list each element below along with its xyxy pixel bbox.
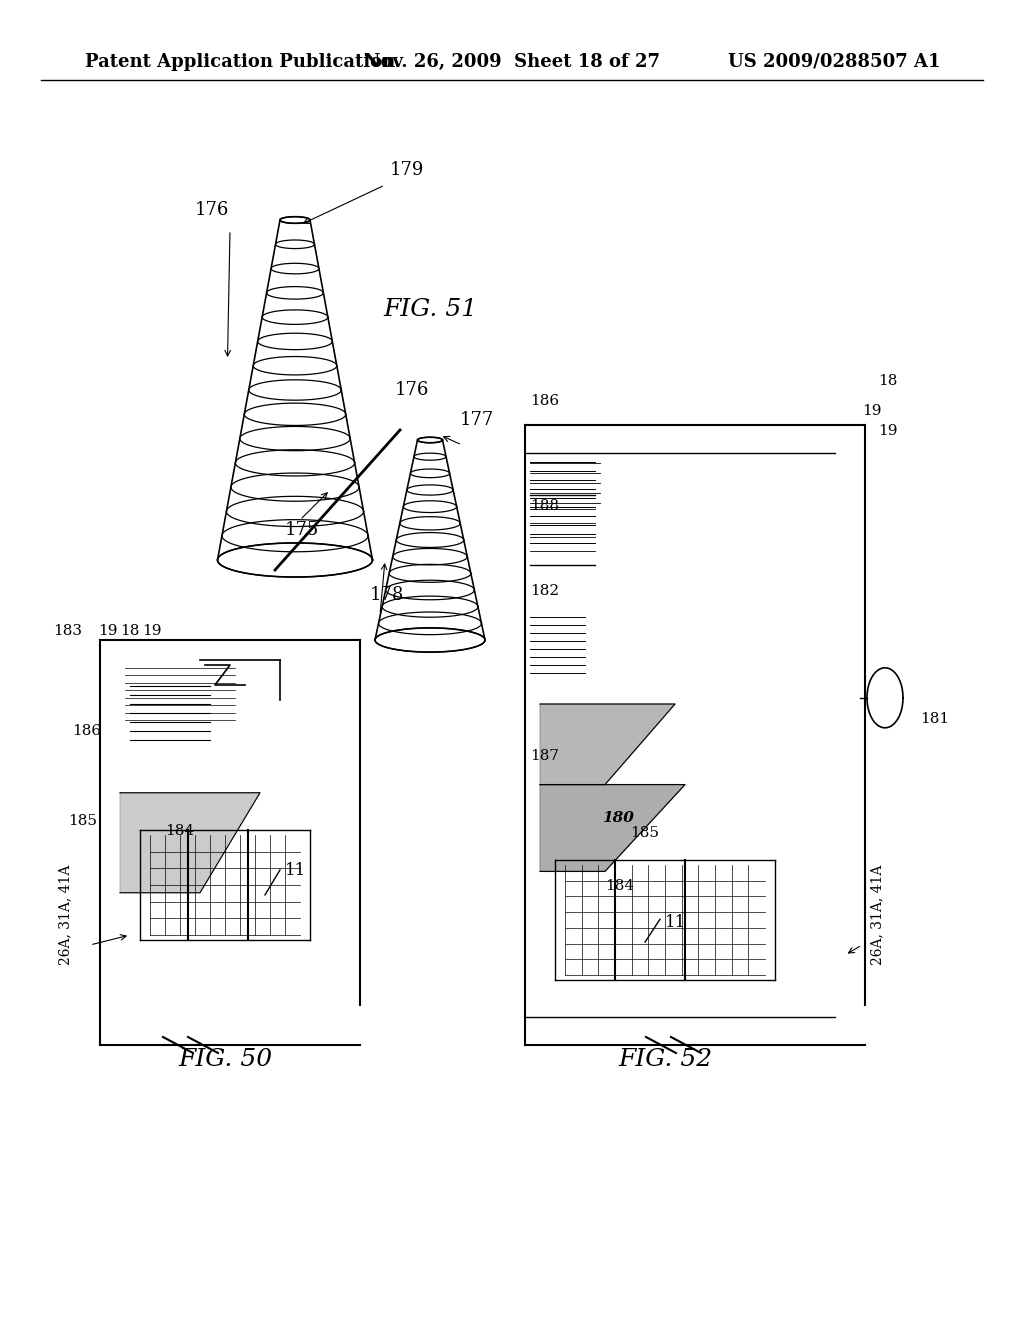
Text: 180: 180: [602, 810, 634, 825]
Text: 11: 11: [285, 862, 306, 879]
Text: FIG. 52: FIG. 52: [617, 1048, 712, 1072]
Text: 185: 185: [68, 814, 97, 828]
Text: 176: 176: [395, 381, 429, 399]
Text: 11: 11: [665, 915, 686, 931]
Polygon shape: [120, 793, 260, 892]
Text: 18: 18: [878, 374, 897, 388]
Text: 26A, 31A, 41A: 26A, 31A, 41A: [58, 865, 72, 965]
Text: 176: 176: [195, 201, 229, 219]
Text: 178: 178: [370, 586, 404, 605]
Polygon shape: [540, 784, 685, 871]
Text: 188: 188: [530, 499, 559, 513]
Text: 18: 18: [120, 624, 139, 638]
Text: 19: 19: [142, 624, 162, 638]
Text: 185: 185: [630, 825, 659, 840]
Text: 179: 179: [390, 161, 424, 180]
Text: US 2009/0288507 A1: US 2009/0288507 A1: [727, 53, 940, 71]
Text: 182: 182: [530, 583, 559, 598]
Text: 19: 19: [98, 624, 118, 638]
Text: 187: 187: [530, 748, 559, 763]
Text: 181: 181: [920, 711, 949, 726]
Text: Nov. 26, 2009  Sheet 18 of 27: Nov. 26, 2009 Sheet 18 of 27: [364, 53, 660, 71]
Text: FIG. 50: FIG. 50: [178, 1048, 272, 1072]
Text: 19: 19: [878, 424, 897, 438]
Text: 184: 184: [165, 824, 195, 838]
Text: FIG. 51: FIG. 51: [383, 298, 477, 322]
Text: Patent Application Publication: Patent Application Publication: [85, 53, 395, 71]
Text: 175: 175: [285, 521, 319, 539]
Polygon shape: [540, 704, 675, 784]
Text: 186: 186: [530, 393, 559, 408]
Text: 19: 19: [862, 404, 882, 418]
Text: 183: 183: [53, 624, 83, 638]
Text: 177: 177: [460, 411, 495, 429]
Text: 184: 184: [605, 879, 634, 894]
Text: 26A, 31A, 41A: 26A, 31A, 41A: [870, 865, 884, 965]
Text: 186: 186: [72, 723, 101, 738]
